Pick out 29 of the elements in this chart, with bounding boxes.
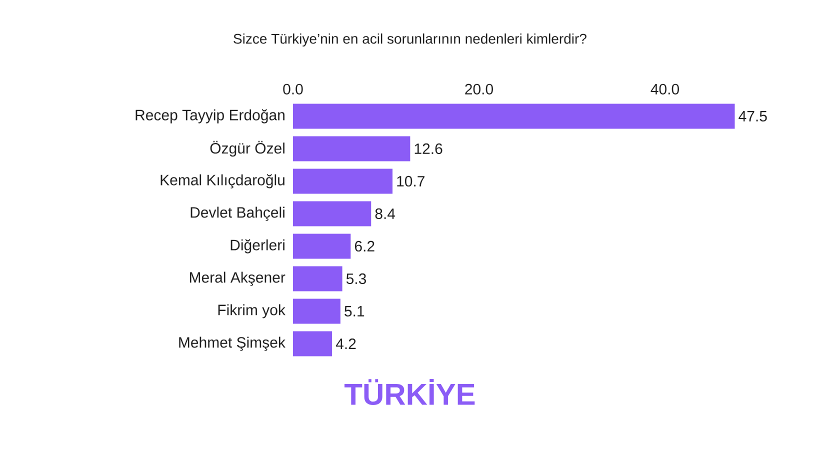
- y-tick-label: Kemal Kılıçdaroğlu: [160, 174, 284, 188]
- y-tick-label: Özgür Özel: [210, 140, 284, 157]
- bar: [293, 136, 410, 162]
- data-label: 10.7: [397, 176, 424, 187]
- y-tick-label: Meral Akşener: [190, 272, 286, 286]
- y-tick-label: Diğerleri: [230, 239, 284, 254]
- x-tick-label: 40.0: [650, 84, 680, 94]
- bar: [293, 331, 332, 356]
- y-tick-label: Devlet Bahçeli: [190, 206, 284, 221]
- data-label: 5.3: [346, 273, 366, 284]
- bar: [293, 298, 340, 324]
- y-tick-label: Mehmet Şimşek: [179, 336, 286, 351]
- data-label: 12.6: [414, 143, 442, 154]
- bar: [293, 201, 372, 226]
- data-label: 6.2: [354, 240, 374, 252]
- data-label: 4.2: [336, 338, 356, 349]
- data-label: 47.5: [738, 111, 767, 122]
- bar: [293, 104, 735, 129]
- x-tick-label: 0.0: [283, 84, 303, 94]
- bar: [293, 168, 393, 194]
- y-tick-label: Fikrim yok: [218, 304, 286, 318]
- y-tick-label: Recep Tayyip Erdoğan: [136, 109, 284, 124]
- bar: [293, 234, 351, 259]
- x-tick-label: 20.0: [465, 84, 494, 94]
- text: TÜRKİYE: [344, 379, 475, 405]
- chart-title: Sizce Türkiye’nin en acil sorunlarının nedenleri kimlerdir?: [234, 33, 586, 47]
- data-label: 5.1: [344, 306, 364, 316]
- data-label: 8.4: [375, 208, 396, 220]
- bar: [293, 266, 342, 292]
